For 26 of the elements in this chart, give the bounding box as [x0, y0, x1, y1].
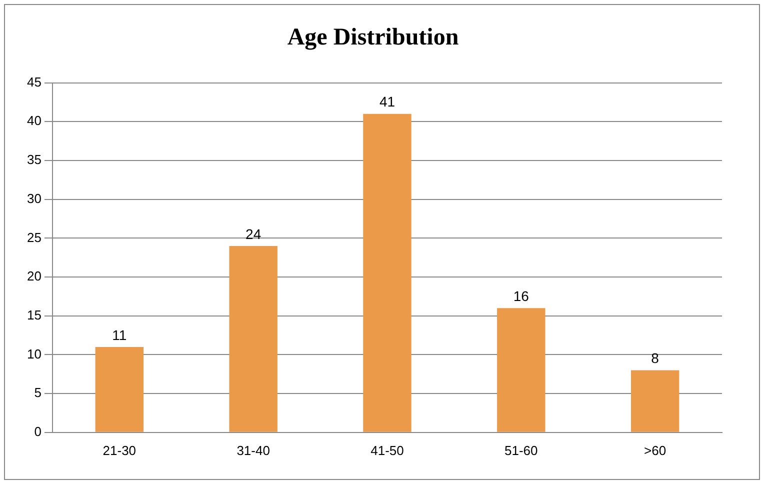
- chart-title: Age Distribution: [287, 24, 459, 51]
- y-tick-label: 0: [34, 424, 42, 439]
- data-label: 24: [246, 226, 262, 242]
- bar: [497, 308, 546, 432]
- y-tick-label: 25: [26, 230, 42, 245]
- y-tick-label: 40: [26, 113, 42, 128]
- bar: [95, 346, 144, 432]
- x-tick-label: 41-50: [370, 442, 404, 458]
- x-tick-label: 31-40: [236, 442, 270, 458]
- y-tick-label: 15: [26, 307, 42, 322]
- data-label: 11: [112, 326, 127, 343]
- bar: [630, 370, 680, 432]
- y-tick-label: 10: [26, 346, 42, 362]
- data-label: 16: [513, 288, 530, 304]
- bar: [229, 246, 278, 432]
- y-tick-label: 35: [26, 152, 42, 168]
- y-tick-label: 45: [26, 74, 42, 90]
- y-tick-label: 5: [34, 385, 42, 400]
- data-label: 8: [651, 350, 660, 366]
- bar: [363, 114, 412, 432]
- data-label: 41: [379, 94, 396, 110]
- x-tick-label: 21-30: [102, 442, 136, 458]
- x-tick-label: >60: [644, 442, 666, 458]
- y-tick-label: 30: [26, 190, 42, 206]
- x-tick-label: 51-60: [504, 442, 538, 458]
- y-tick-label: 20: [26, 268, 42, 284]
